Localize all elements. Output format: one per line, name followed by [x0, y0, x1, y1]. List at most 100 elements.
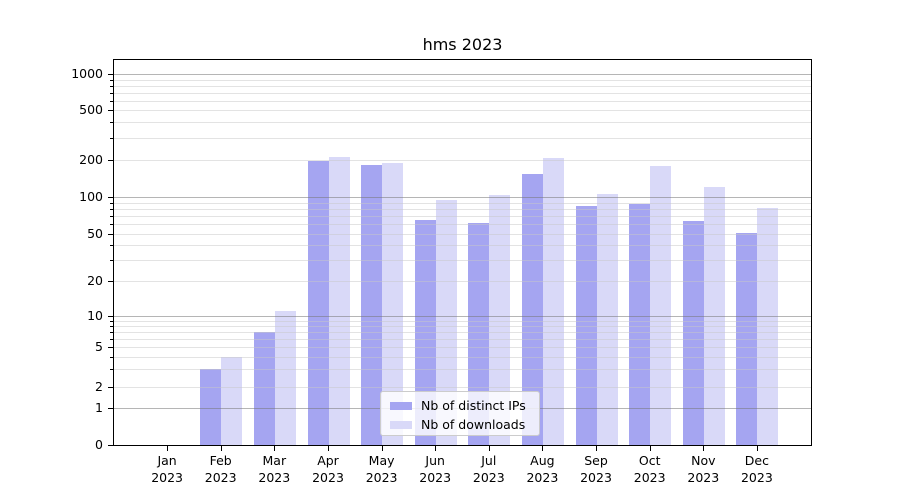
x-tick-year-jan: 2023 — [151, 470, 183, 485]
x-tick-label-oct: Oct 2023 — [610, 452, 690, 486]
gridline-minor-30 — [114, 260, 811, 262]
gridline-minor-4 — [114, 356, 811, 358]
gridline-minor-50 — [114, 234, 811, 235]
y-tick-mark-0 — [108, 445, 113, 446]
bar-sep-ips — [575, 206, 597, 445]
legend-label-downloads: Nb of downloads — [421, 417, 526, 432]
x-tick-mark-feb — [220, 446, 222, 451]
bar-jul-downloads — [489, 194, 511, 445]
y-minor-tick-70 — [110, 216, 113, 217]
gridline-minor-6 — [114, 338, 811, 340]
gridline-minor-40 — [114, 245, 811, 247]
x-tick-month-may: May — [368, 453, 395, 468]
gridline-major-10 — [114, 316, 811, 317]
x-tick-mark-apr — [328, 446, 329, 451]
x-tick-month-apr: Apr — [317, 453, 339, 468]
bar-apr-ips — [307, 160, 329, 445]
legend-swatch-downloads — [390, 420, 412, 429]
y-tick-label-200: 200 — [79, 152, 103, 167]
gridline-minor-20 — [114, 281, 811, 282]
y-tick-label-1: 1 — [95, 400, 103, 415]
x-tick-mark-sep — [596, 446, 597, 451]
y-minor-tick-40 — [110, 245, 113, 247]
bar-apr-downloads — [328, 156, 350, 445]
gridline-minor-300 — [114, 137, 811, 139]
gridline-minor-800 — [114, 85, 811, 87]
x-tick-label-apr: Apr 2023 — [288, 452, 368, 486]
x-tick-month-jul: Jul — [481, 453, 497, 468]
y-minor-tick-60 — [110, 224, 113, 226]
x-tick-month-jun: Jun — [425, 453, 445, 468]
y-tick-label-20: 20 — [87, 273, 103, 288]
x-tick-mark-mar — [274, 446, 276, 451]
y-minor-tick-4 — [110, 356, 113, 358]
x-tick-year-jun: 2023 — [419, 470, 452, 485]
y-tick-label-10: 10 — [87, 308, 103, 323]
x-tick-year-dec: 2023 — [740, 470, 773, 485]
x-tick-year-mar: 2023 — [258, 470, 291, 485]
bar-may-ips — [361, 164, 383, 445]
legend: Nb of distinct IPs Nb of downloads — [380, 391, 540, 436]
y-minor-tick-80 — [110, 208, 113, 210]
y-tick-label-100: 100 — [79, 189, 103, 204]
bar-aug-ips — [521, 173, 543, 445]
gridline-minor-200 — [114, 160, 811, 161]
x-tick-mark-oct — [649, 446, 651, 451]
gridline-minor-5 — [114, 347, 811, 348]
gridline-minor-3 — [114, 369, 811, 371]
y-tick-mark-100 — [108, 197, 113, 198]
x-tick-label-jun: Jun 2023 — [395, 452, 475, 486]
bar-aug-downloads — [542, 157, 564, 445]
x-tick-mark-jul — [488, 446, 490, 451]
gridline-minor-80 — [114, 208, 811, 210]
x-tick-month-nov: Nov — [691, 453, 716, 468]
legend-item-distinct-ips: Nb of distinct IPs — [390, 396, 530, 415]
y-tick-mark-1000 — [108, 74, 113, 75]
gridline-minor-500 — [114, 110, 811, 111]
x-tick-month-mar: Mar — [262, 453, 287, 468]
x-tick-label-sep: Sep 2023 — [556, 452, 636, 486]
y-minor-tick-900 — [110, 79, 113, 81]
y-minor-tick-9 — [110, 320, 113, 322]
gridline-major-100 — [114, 197, 811, 198]
x-tick-year-feb: 2023 — [204, 470, 237, 485]
y-minor-tick-20 — [110, 281, 113, 282]
x-tick-label-feb: Feb 2023 — [181, 452, 261, 486]
y-minor-tick-800 — [110, 85, 113, 87]
legend-swatch-distinct-ips — [390, 401, 412, 410]
y-tick-mark-10 — [108, 316, 113, 317]
chart-title: hms 2023 — [422, 35, 503, 54]
x-tick-year-sep: 2023 — [580, 470, 612, 485]
y-tick-label-2: 2 — [95, 379, 103, 394]
x-tick-month-aug: Aug — [530, 453, 555, 468]
y-minor-tick-200 — [110, 160, 113, 161]
x-tick-mark-dec — [756, 446, 758, 451]
y-tick-mark-1 — [108, 408, 113, 409]
y-tick-label-0: 0 — [95, 437, 103, 452]
y-minor-tick-6 — [110, 338, 113, 340]
gridline-minor-60 — [114, 224, 811, 226]
gridline-minor-400 — [114, 122, 811, 124]
y-minor-tick-2 — [110, 387, 113, 388]
x-tick-mark-jun — [435, 446, 437, 451]
gridline-minor-9 — [114, 320, 811, 322]
x-tick-label-jan: Jan 2023 — [127, 452, 207, 486]
x-tick-label-mar: Mar 2023 — [234, 452, 314, 486]
x-tick-year-may: 2023 — [365, 470, 398, 485]
x-tick-mark-jan — [167, 446, 169, 451]
gridline-major-1000 — [114, 74, 811, 75]
bar-feb-ips — [200, 369, 222, 445]
gridline-minor-2 — [114, 387, 811, 388]
y-minor-tick-8 — [110, 326, 113, 327]
y-minor-tick-600 — [110, 100, 113, 102]
bar-sep-downloads — [596, 194, 618, 445]
x-tick-year-nov: 2023 — [687, 470, 720, 485]
bar-feb-downloads — [221, 356, 243, 445]
gridline-minor-600 — [114, 100, 811, 102]
x-tick-mark-may — [381, 446, 383, 451]
bar-jul-ips — [468, 223, 490, 445]
gridline-minor-7 — [114, 332, 811, 333]
x-tick-month-feb: Feb — [209, 453, 232, 468]
x-tick-mark-aug — [542, 446, 544, 451]
